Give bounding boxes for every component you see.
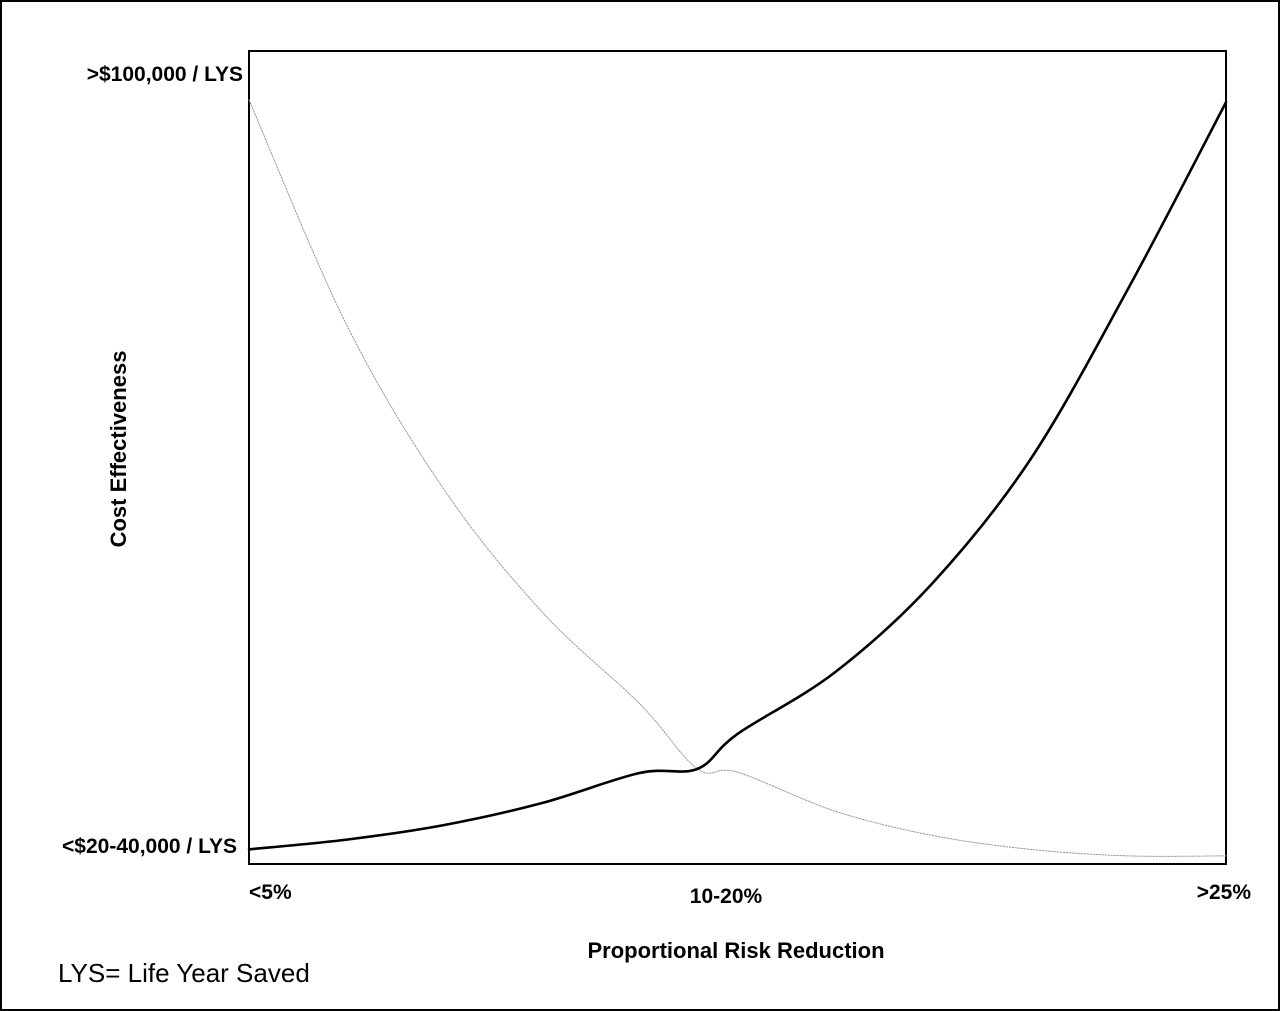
x-tick-label-left: <5% (249, 881, 292, 904)
x-tick-label-middle: 10-20% (690, 885, 763, 908)
y-tick-label-bottom: <$20-40,000 / LYS (62, 835, 237, 858)
y-axis-title: Cost Effectiveness (106, 351, 131, 548)
plot-area (248, 50, 1227, 865)
x-axis-title: Proportional Risk Reduction (587, 938, 884, 963)
series-line-1 (248, 99, 1227, 857)
x-tick-label-right: >25% (1197, 881, 1252, 904)
footnote: LYS= Life Year Saved (58, 958, 310, 988)
y-tick-label-top: >$100,000 / LYS (87, 63, 243, 86)
series-layer (247, 99, 1228, 857)
series-line-2 (247, 100, 1228, 851)
